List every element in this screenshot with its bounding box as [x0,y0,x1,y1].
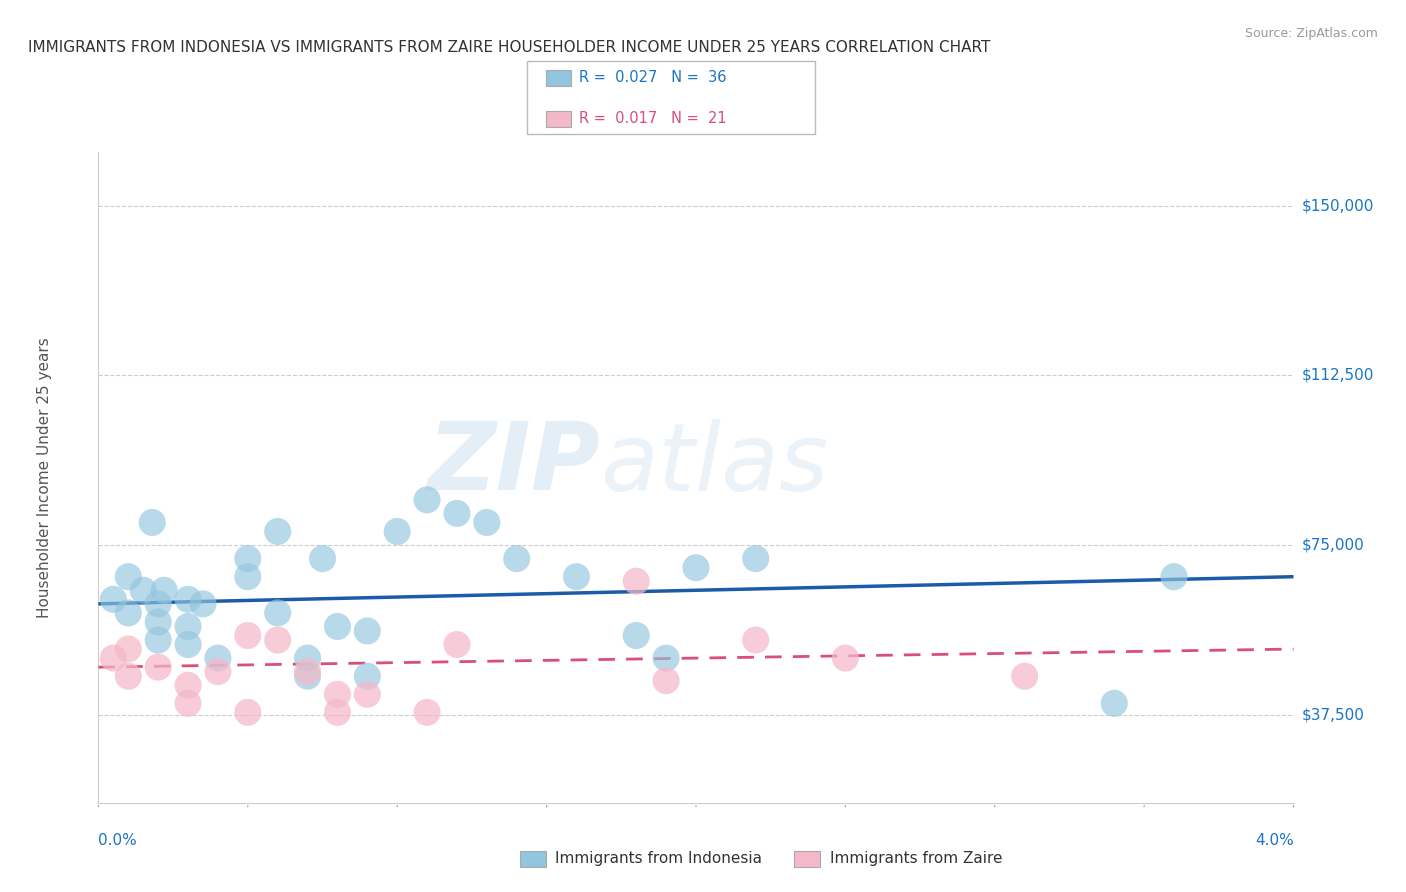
Point [207,651,229,665]
Text: IMMIGRANTS FROM INDONESIA VS IMMIGRANTS FROM ZAIRE HOUSEHOLDER INCOME UNDER 25 Y: IMMIGRANTS FROM INDONESIA VS IMMIGRANTS … [28,40,990,55]
Point [103,651,125,665]
Text: ZIP: ZIP [427,418,600,510]
Text: Source: ZipAtlas.com: Source: ZipAtlas.com [1244,27,1378,40]
Point [117,570,139,584]
Text: $150,000: $150,000 [1302,198,1374,213]
Point [177,638,200,652]
Point [446,507,468,521]
Point [117,606,139,620]
Point [132,583,155,598]
Point [148,660,170,674]
Point [326,687,349,701]
Point [207,665,229,679]
Point [177,619,200,633]
Point [236,706,259,720]
Point [103,592,125,607]
Point [655,651,678,665]
Text: $75,000: $75,000 [1302,538,1365,552]
Point [148,597,170,611]
Point [297,665,319,679]
Point [385,524,409,539]
Text: Immigrants from Zaire: Immigrants from Zaire [830,852,1002,866]
Point [326,619,349,633]
Point [356,669,378,683]
Point [177,592,200,607]
Text: Immigrants from Indonesia: Immigrants from Indonesia [555,852,762,866]
Point [236,628,259,642]
Point [745,633,768,648]
Point [267,633,290,648]
Point [1163,570,1185,584]
Point [141,516,163,530]
Point [506,551,529,566]
Text: R =  0.017   N =  21: R = 0.017 N = 21 [579,112,727,126]
Point [297,651,319,665]
Point [446,638,468,652]
Text: $112,500: $112,500 [1302,368,1374,383]
Point [1014,669,1036,683]
Point [475,516,498,530]
Point [297,669,319,683]
Point [117,669,139,683]
Point [416,706,439,720]
Point [236,570,259,584]
Point [267,524,290,539]
Point [624,574,647,589]
Point [655,673,678,688]
Point [624,628,647,642]
Point [685,560,707,574]
Point [834,651,856,665]
Point [267,606,290,620]
Point [177,678,200,692]
Text: 4.0%: 4.0% [1254,833,1294,848]
Point [148,615,170,629]
Text: $37,500: $37,500 [1302,707,1365,723]
Text: atlas: atlas [600,418,828,509]
Text: Householder Income Under 25 years: Householder Income Under 25 years [37,337,52,617]
Point [356,687,378,701]
Point [117,642,139,657]
Point [356,624,378,638]
Text: R =  0.027   N =  36: R = 0.027 N = 36 [579,70,727,85]
Point [565,570,588,584]
Point [191,597,214,611]
Point [177,696,200,710]
Point [326,706,349,720]
Point [416,492,439,507]
Point [745,551,768,566]
Point [148,633,170,648]
Text: 0.0%: 0.0% [98,833,138,848]
Point [153,583,176,598]
Point [1102,696,1125,710]
Point [236,551,259,566]
Point [311,551,333,566]
